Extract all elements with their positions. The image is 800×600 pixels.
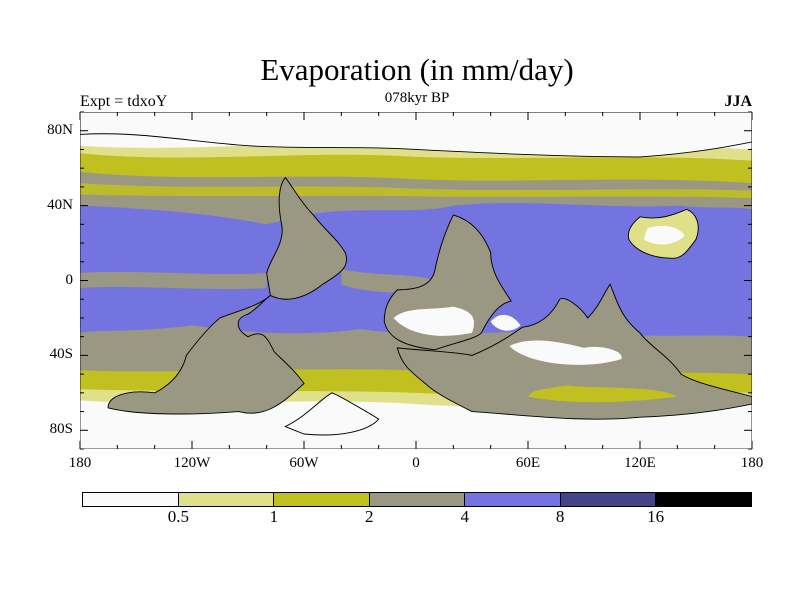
plot-title: Evaporation (in mm/day) [260, 52, 574, 87]
x-tick-label: 0 [412, 455, 420, 471]
experiment-label: Expt = tdxoY [80, 93, 168, 110]
x-tick-label: 120W [173, 455, 211, 471]
y-tick-label: 40N [47, 196, 73, 213]
central-asia-low-evap [490, 314, 622, 365]
colorbar-swatch [178, 493, 275, 506]
evaporation-map [80, 112, 752, 449]
colorbar-level-label: 1 [269, 507, 279, 526]
siberia-olive [528, 385, 678, 403]
antarctica [80, 112, 752, 158]
y-tick-label: 40S [49, 346, 73, 363]
x-tick-label: 60E [515, 455, 541, 471]
band-ocean-gray-equatorial [80, 269, 435, 293]
australia-interior [643, 225, 685, 245]
colorbar-swatch [274, 493, 370, 506]
season-label: JJA [724, 93, 752, 110]
colorbar-swatch [83, 493, 179, 506]
x-tick-label: 120E [624, 455, 656, 471]
y-tick-label: 80S [49, 421, 73, 438]
colorbar-swatch [656, 493, 752, 506]
colorbar-swatch [560, 493, 657, 506]
colorbar-swatch [369, 493, 466, 506]
sahara-low-evap [393, 306, 475, 336]
colorbar-level-label: 2 [365, 507, 374, 526]
colorbar [82, 492, 752, 507]
colorbar-swatch [465, 493, 561, 506]
colorbar-level-label: 16 [647, 507, 665, 526]
x-tick-label: 60W [289, 455, 319, 471]
y-tick-label: 0 [65, 271, 74, 288]
x-tick-label: 180 [740, 455, 764, 471]
greenland [284, 392, 380, 436]
band-ocean-blue [80, 202, 752, 337]
y-tick-label: 80N [47, 121, 73, 138]
north-america [107, 295, 305, 415]
colorbar-level-label: 4 [460, 507, 469, 526]
colorbar-level-label: 0.5 [167, 507, 190, 526]
south-america [266, 176, 348, 300]
band-olive-south [80, 183, 752, 199]
colorbar-level-label: 8 [555, 507, 565, 526]
x-tick-label: 180 [68, 455, 92, 471]
time-label: 078kyr BP [384, 90, 450, 106]
